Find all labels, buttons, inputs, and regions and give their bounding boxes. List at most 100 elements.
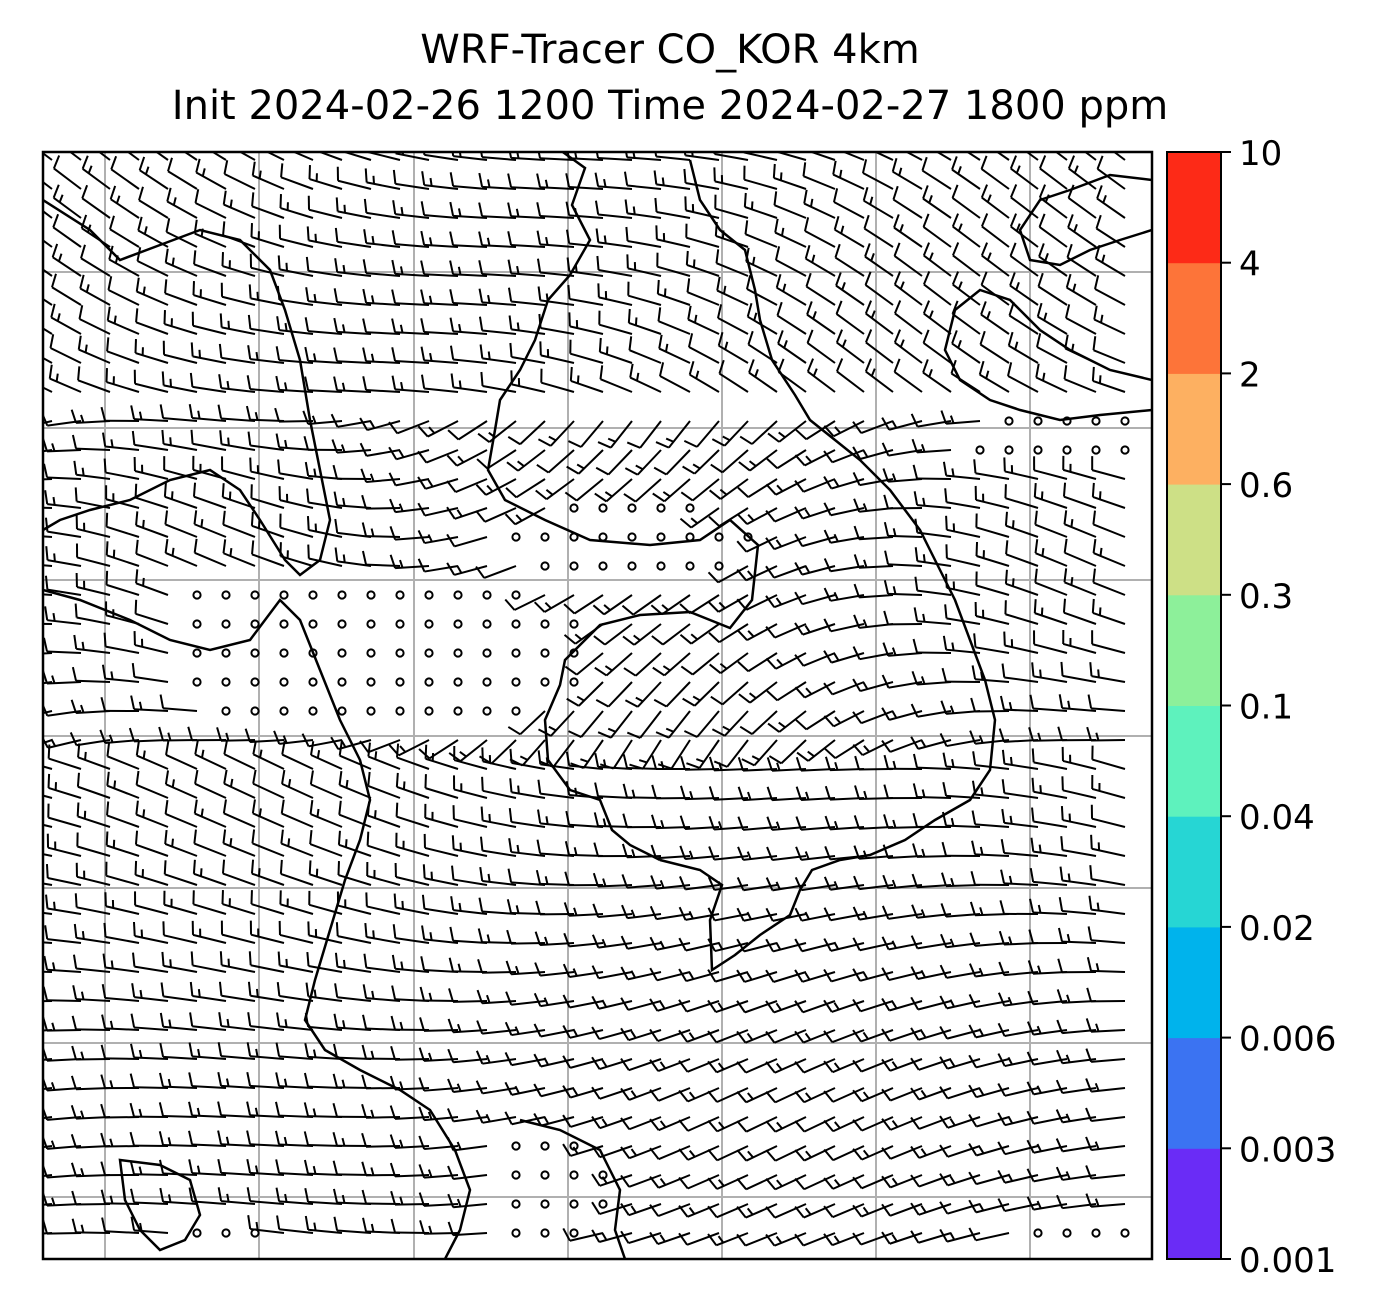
wind-barb <box>796 739 836 762</box>
wind-barb <box>736 1000 778 1014</box>
wind-barb <box>910 1116 952 1130</box>
wind-barb <box>913 607 952 625</box>
wind-barb <box>391 259 430 277</box>
wind-barb <box>873 152 894 161</box>
wind-barb <box>794 1000 836 1014</box>
wind-barb <box>803 189 836 219</box>
wind-barb <box>620 1230 662 1245</box>
wind-barb <box>193 250 227 277</box>
wind-barb <box>424 677 434 687</box>
coastline-jeju <box>118 1158 202 1252</box>
wind-barb <box>624 449 662 476</box>
wind-barb <box>595 449 633 476</box>
wind-barb <box>707 999 749 1014</box>
wind-barb <box>910 736 952 750</box>
wind-barb <box>652 652 691 677</box>
wind-barb <box>249 253 285 277</box>
wind-barb <box>738 449 778 472</box>
wind-barb <box>250 511 285 538</box>
wind-barb <box>72 985 111 1002</box>
wind-barb <box>832 188 865 219</box>
wind-barb <box>803 217 836 248</box>
wind-barb <box>883 784 923 800</box>
wind-barb <box>1090 834 1126 857</box>
wind-barb <box>794 506 836 520</box>
wind-barb <box>941 811 981 828</box>
wind-barb <box>1085 1107 1126 1122</box>
wind-barb <box>338 741 372 770</box>
wind-barb <box>223 769 256 799</box>
wind-barb <box>568 312 604 335</box>
wind-barb <box>806 329 836 364</box>
wind-barb <box>562 1143 604 1157</box>
wind-barb <box>968 1143 1010 1157</box>
wind-barb <box>43 970 53 973</box>
wind-barb <box>246 1158 285 1176</box>
wind-barb <box>597 283 633 306</box>
wind-barb <box>333 1013 372 1031</box>
wind-barb <box>105 601 140 625</box>
wind-barb <box>881 1203 923 1217</box>
wind-barb <box>623 171 662 190</box>
wind-barb <box>275 1130 314 1147</box>
wind-barb <box>1003 631 1039 654</box>
wind-barb <box>594 652 633 677</box>
wind-barb <box>303 1072 343 1089</box>
wind-barb <box>135 277 169 306</box>
wind-barb <box>509 342 546 364</box>
wind-barb <box>423 833 459 857</box>
wind-barb <box>281 740 314 770</box>
wind-barb <box>477 420 517 443</box>
wind-barb <box>881 998 923 1012</box>
wind-barb <box>45 546 82 567</box>
wind-barb <box>447 1165 488 1181</box>
wind-barb <box>1001 663 1039 683</box>
wind-barb <box>188 1101 227 1118</box>
wind-barb <box>1089 865 1126 886</box>
wind-barb <box>881 1174 923 1189</box>
wind-barb <box>1092 510 1126 538</box>
wind-barb <box>391 318 430 335</box>
wind-barb <box>480 371 517 393</box>
wind-barb <box>595 152 633 161</box>
wind-barb <box>794 681 836 699</box>
wind-barb <box>100 1132 140 1148</box>
wind-barb <box>863 214 894 248</box>
wind-barb <box>540 532 550 542</box>
wind-barb <box>687 305 720 335</box>
wind-barb <box>678 1116 720 1132</box>
wind-barb <box>481 747 517 770</box>
wind-barb <box>777 358 807 393</box>
wind-barb <box>687 333 720 364</box>
wind-barb <box>367 742 401 770</box>
wind-barb <box>43 765 53 770</box>
wind-barb <box>246 1187 285 1205</box>
wind-barb <box>478 288 517 306</box>
wind-barb <box>101 1217 140 1234</box>
wind-barb <box>105 861 140 886</box>
wind-barb <box>164 829 198 857</box>
wind-barb <box>713 152 749 161</box>
wind-barb <box>1000 869 1039 886</box>
wind-barb <box>163 456 198 480</box>
wind-barb <box>536 258 575 277</box>
wind-barb <box>251 540 285 567</box>
wind-barb <box>912 753 952 770</box>
wind-barb <box>310 741 343 770</box>
wind-barb <box>188 1072 227 1089</box>
wind-barb <box>221 706 231 716</box>
wind-barb <box>421 925 459 944</box>
wind-barb <box>823 938 865 952</box>
wind-barb <box>823 1174 865 1190</box>
wind-barb <box>43 955 82 973</box>
wind-barb <box>707 1029 749 1044</box>
wind-barb <box>166 187 198 219</box>
wind-barb <box>682 449 720 475</box>
wind-barb <box>97 152 111 161</box>
wind-barb <box>745 275 778 306</box>
wind-barb <box>864 243 894 277</box>
wind-barb <box>1091 598 1126 625</box>
wind-barb <box>221 456 256 480</box>
wind-barb <box>450 896 488 915</box>
wind-barb <box>511 532 521 542</box>
